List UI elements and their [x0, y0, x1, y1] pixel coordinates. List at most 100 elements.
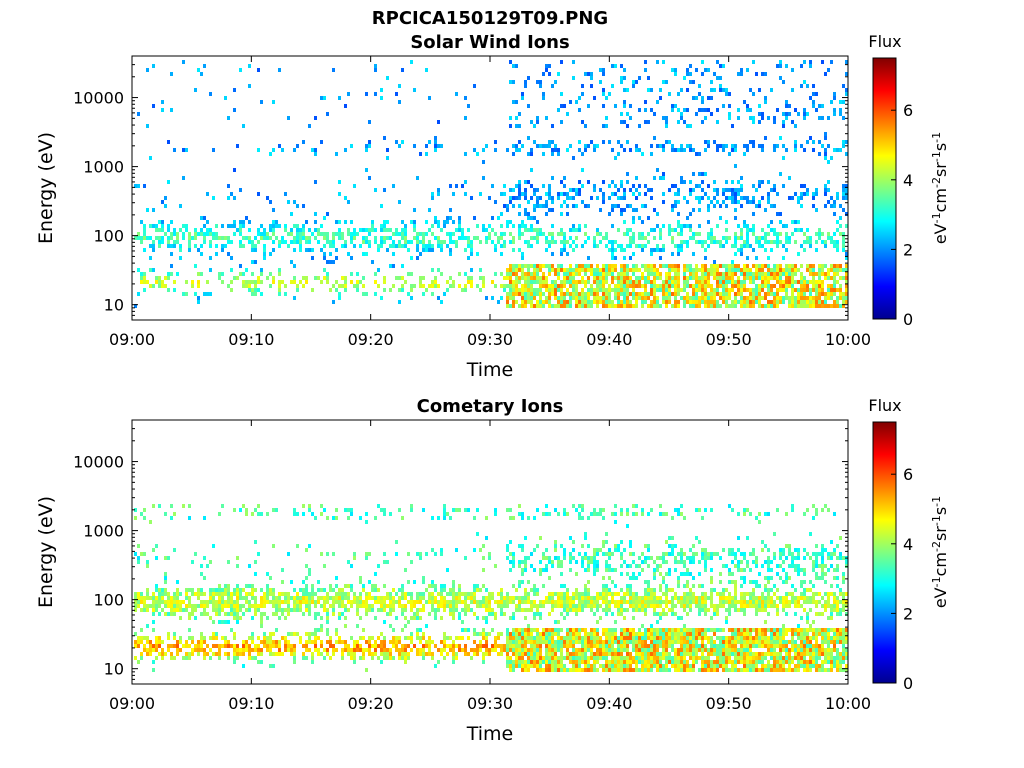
heatmap-cell	[500, 588, 503, 592]
heatmap-cell	[257, 604, 260, 608]
heatmap-cell	[482, 584, 485, 588]
heatmap-cell	[803, 112, 806, 116]
heatmap-cell	[764, 276, 767, 280]
heatmap-cell	[686, 280, 689, 284]
heatmap-cell	[422, 244, 425, 248]
heatmap-cell	[350, 256, 353, 260]
heatmap-cell	[164, 604, 167, 608]
heatmap-cell	[569, 628, 572, 632]
heatmap-cell	[683, 284, 686, 288]
heatmap-cell	[797, 228, 800, 232]
heatmap-cell	[662, 280, 665, 284]
heatmap-cell	[437, 648, 440, 652]
heatmap-cell	[146, 236, 149, 240]
heatmap-cell	[845, 264, 848, 268]
heatmap-cell	[689, 192, 692, 196]
heatmap-cell	[449, 516, 452, 520]
heatmap-cell	[728, 264, 731, 268]
heatmap-cell	[584, 224, 587, 228]
heatmap-cell	[560, 592, 563, 596]
heatmap-cell	[800, 84, 803, 88]
heatmap-cell	[743, 144, 746, 148]
heatmap-cell	[581, 564, 584, 568]
heatmap-cell	[176, 608, 179, 612]
heatmap-cell	[233, 604, 236, 608]
heatmap-cell	[302, 232, 305, 236]
heatmap-cell	[425, 220, 428, 224]
heatmap-cell	[401, 220, 404, 224]
heatmap-cell	[566, 588, 569, 592]
heatmap-cell	[623, 264, 626, 268]
heatmap-cell	[344, 284, 347, 288]
heatmap-cell	[470, 608, 473, 612]
heatmap-cell	[779, 212, 782, 216]
heatmap-cell	[842, 208, 845, 212]
heatmap-cell	[257, 504, 260, 508]
heatmap-cell	[302, 224, 305, 228]
heatmap-cell	[797, 268, 800, 272]
heatmap-cell	[812, 196, 815, 200]
heatmap-cell	[665, 120, 668, 124]
heatmap-cell	[599, 548, 602, 552]
heatmap-cell	[380, 596, 383, 600]
heatmap-cell	[293, 600, 296, 604]
heatmap-cell	[596, 560, 599, 564]
heatmap-cell	[527, 76, 530, 80]
heatmap-cell	[839, 288, 842, 292]
heatmap-cell	[338, 180, 341, 184]
heatmap-cell	[701, 300, 704, 304]
heatmap-cell	[839, 112, 842, 116]
heatmap-cell	[593, 612, 596, 616]
heatmap-cell	[512, 560, 515, 564]
heatmap-cell	[719, 292, 722, 296]
heatmap-cell	[623, 288, 626, 292]
heatmap-cell	[602, 576, 605, 580]
heatmap-cell	[602, 236, 605, 240]
heatmap-cell	[284, 636, 287, 640]
heatmap-cell	[716, 76, 719, 80]
heatmap-cell	[134, 656, 137, 660]
heatmap-cell	[200, 636, 203, 640]
heatmap-cell	[248, 644, 251, 648]
heatmap-cell	[743, 196, 746, 200]
heatmap-cell	[269, 664, 272, 668]
heatmap-cell	[584, 300, 587, 304]
heatmap-cell	[236, 556, 239, 560]
heatmap-cell	[284, 284, 287, 288]
heatmap-cell	[161, 240, 164, 244]
heatmap-cell	[677, 192, 680, 196]
heatmap-cell	[464, 652, 467, 656]
heatmap-cell	[842, 144, 845, 148]
heatmap-cell	[215, 252, 218, 256]
heatmap-cell	[758, 300, 761, 304]
heatmap-cell	[626, 204, 629, 208]
heatmap-cell	[206, 220, 209, 224]
heatmap-cell	[653, 280, 656, 284]
heatmap-cell	[665, 280, 668, 284]
heatmap-cell	[563, 184, 566, 188]
heatmap-cell	[701, 280, 704, 284]
heatmap-cell	[398, 588, 401, 592]
heatmap-cell	[557, 640, 560, 644]
heatmap-cell	[194, 552, 197, 556]
heatmap-cell	[260, 600, 263, 604]
heatmap-cell	[509, 304, 512, 308]
heatmap-cell	[560, 304, 563, 308]
heatmap-cell	[734, 192, 737, 196]
heatmap-cell	[725, 300, 728, 304]
heatmap-cell	[515, 608, 518, 612]
heatmap-cell	[245, 280, 248, 284]
heatmap-cell	[788, 272, 791, 276]
heatmap-cell	[833, 204, 836, 208]
heatmap-cell	[275, 652, 278, 656]
heatmap-cell	[752, 304, 755, 308]
heatmap-cell	[554, 272, 557, 276]
heatmap-cell	[743, 264, 746, 268]
heatmap-cell	[686, 144, 689, 148]
heatmap-cell	[404, 240, 407, 244]
heatmap-cell	[551, 240, 554, 244]
heatmap-cell	[806, 284, 809, 288]
heatmap-cell	[707, 296, 710, 300]
heatmap-cell	[629, 240, 632, 244]
